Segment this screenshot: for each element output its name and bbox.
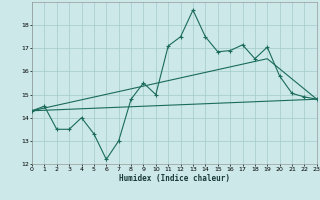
X-axis label: Humidex (Indice chaleur): Humidex (Indice chaleur): [119, 174, 230, 183]
